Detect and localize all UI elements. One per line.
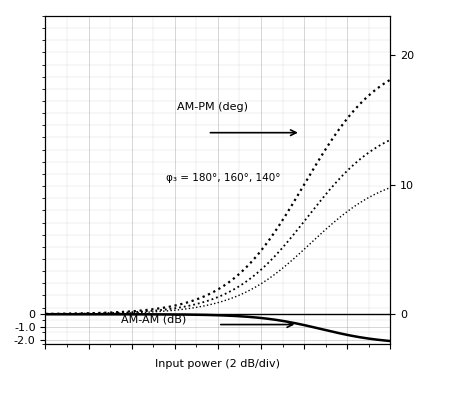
Text: AM-AM (dB): AM-AM (dB) [121,315,187,325]
X-axis label: Input power (2 dB/div): Input power (2 dB/div) [155,359,281,369]
Text: φ₃ = 180°, 160°, 140°: φ₃ = 180°, 160°, 140° [166,173,281,183]
Text: AM-PM (deg): AM-PM (deg) [177,102,247,112]
